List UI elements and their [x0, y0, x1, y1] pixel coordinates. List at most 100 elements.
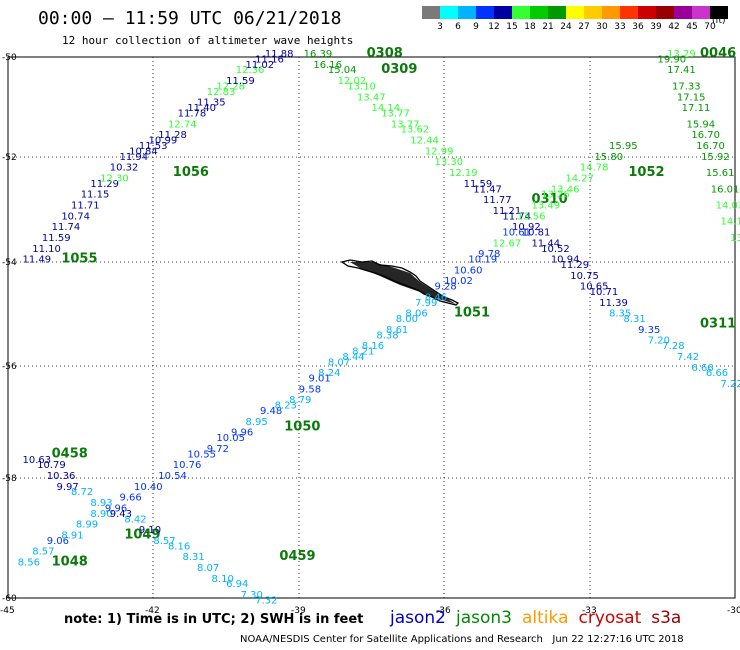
- map-frame: [7, 56, 736, 599]
- swh-value: 7.30: [241, 590, 263, 601]
- swh-value: 10.52: [541, 244, 570, 255]
- lon-tick-label: -39: [291, 606, 306, 616]
- swh-value: 12.44: [410, 136, 439, 147]
- pass-number: 1048: [52, 555, 88, 570]
- swh-value: 14.12: [720, 217, 740, 228]
- scale-swatch: [692, 6, 710, 19]
- swh-value: 8.42: [124, 514, 146, 525]
- swh-value: 11.74: [502, 211, 531, 222]
- scale-label: 39: [650, 22, 662, 32]
- swh-value: 8.99: [76, 520, 98, 531]
- swh-value: 7.99: [415, 298, 437, 309]
- scale-label: 3: [437, 22, 443, 32]
- swh-value: 10.74: [61, 211, 90, 222]
- swh-value: 8.10: [212, 574, 234, 585]
- swh-value: 15.61: [706, 168, 735, 179]
- legend-jason2: jason2: [390, 608, 446, 628]
- swh-value: 8.07: [197, 563, 219, 574]
- swh-value: 8.72: [71, 487, 93, 498]
- swh-value: 8.31: [624, 314, 646, 325]
- scale-swatch: [674, 6, 692, 19]
- swh-value: 17.11: [682, 103, 711, 114]
- swh-value: 8.07: [328, 357, 350, 368]
- map-grid: [7, 56, 736, 599]
- swh-value: 11.16: [255, 54, 284, 65]
- swh-value: 15.94: [687, 119, 716, 130]
- footnote: note: 1) Time is in UTC; 2) SWH is in fe…: [64, 612, 364, 627]
- map-subtitle: 12 hour collection of altimeter wave hei…: [62, 34, 354, 47]
- swh-value: 11.21: [493, 206, 522, 217]
- satellite-legend: jason2 jason3 altika cryosat s3a: [390, 608, 691, 628]
- swh-value: 15.92: [701, 152, 730, 163]
- swh-value: 9.58: [299, 384, 321, 395]
- pass-number: 1052: [628, 165, 664, 180]
- swh-value: 16.39: [304, 49, 333, 60]
- legend-jason3: jason3: [456, 608, 512, 628]
- swh-value: 10.76: [173, 460, 202, 471]
- scale-swatch: [566, 6, 584, 19]
- swh-value: 10.75: [570, 271, 599, 282]
- scale-label: 15: [506, 22, 518, 32]
- map-title: 00:00 – 11:59 UTC 06/21/2018: [38, 8, 342, 29]
- swh-value: 10.63: [23, 455, 52, 466]
- scale-label: 18: [524, 22, 536, 32]
- pass-number: 0310: [531, 192, 567, 207]
- pass-number: 1049: [124, 527, 160, 542]
- pass-number: 0309: [381, 62, 417, 77]
- swh-value: 11.49: [23, 255, 52, 266]
- swh-value: 11.44: [531, 238, 560, 249]
- swh-value: 10.02: [444, 276, 473, 287]
- swh-value: 12.28: [216, 81, 245, 92]
- swh-value: 13.26: [541, 190, 570, 201]
- swh-value: 11.28: [158, 130, 187, 141]
- swh-value: 10.65: [580, 282, 609, 293]
- scale-swatch: [530, 6, 548, 19]
- swh-value: 11.59: [226, 76, 255, 87]
- swh-value: 16.70: [696, 141, 725, 152]
- track-0458-0459: 10.6310.7910.369.978.728.939.438.429.108…: [23, 446, 316, 606]
- swh-value: 8.21: [352, 347, 374, 358]
- swh-value: 17.41: [667, 65, 696, 76]
- scale-label: 6: [455, 22, 461, 32]
- swh-value: 12.99: [425, 146, 454, 157]
- swh-value: 6.94: [226, 579, 248, 590]
- scale-swatch: [494, 6, 512, 19]
- swh-value: 11.02: [245, 60, 274, 71]
- swh-value: 7.42: [677, 352, 699, 363]
- swh-value: 9.06: [47, 536, 69, 547]
- swh-value: 8.44: [342, 352, 364, 363]
- swh-value: 12.02: [338, 76, 367, 87]
- swh-value: 10.55: [187, 449, 216, 460]
- swh-value: 10.94: [551, 255, 580, 266]
- swh-value: 13.56: [517, 211, 546, 222]
- swh-value: 10.81: [522, 228, 551, 239]
- swh-value: 11.40: [187, 103, 216, 114]
- swh-value: 9.48: [260, 406, 282, 417]
- swh-value: 9.10: [139, 525, 161, 536]
- legend-altika: altika: [522, 608, 569, 628]
- scale-label: 70: [704, 22, 716, 32]
- swh-value: 9.28: [435, 282, 457, 293]
- swh-value: 15.80: [594, 152, 623, 163]
- swh-value: 13.30: [435, 157, 464, 168]
- swh-value: 11.35: [197, 98, 226, 109]
- axis-ticks: -50 -52 -54 -56 -58 -60 -45 -42 -39 -36 -33 -30: [0, 53, 740, 616]
- scale-swatch: [602, 6, 620, 19]
- swh-value: 12.74: [168, 119, 197, 130]
- south-georgia-island: [340, 259, 460, 306]
- swh-value: 8.93: [90, 498, 112, 509]
- swh-value: 7.20: [648, 336, 670, 347]
- legend-s3a: s3a: [651, 608, 682, 628]
- pass-number: 0458: [52, 446, 88, 461]
- swh-value: 10.71: [590, 287, 619, 298]
- swh-value: 19.90: [657, 54, 686, 65]
- swh-value: 10.32: [110, 163, 139, 174]
- swh-value: 9.66: [119, 493, 141, 504]
- scale-label: 42: [668, 22, 680, 32]
- swh-value: 12.36: [236, 65, 265, 76]
- lat-tick-label: -56: [2, 362, 17, 372]
- lon-tick-label: -36: [436, 606, 451, 616]
- swh-value: 6.66: [691, 363, 713, 374]
- swh-value: 10.99: [149, 136, 178, 147]
- swh-value: 7.28: [662, 341, 684, 352]
